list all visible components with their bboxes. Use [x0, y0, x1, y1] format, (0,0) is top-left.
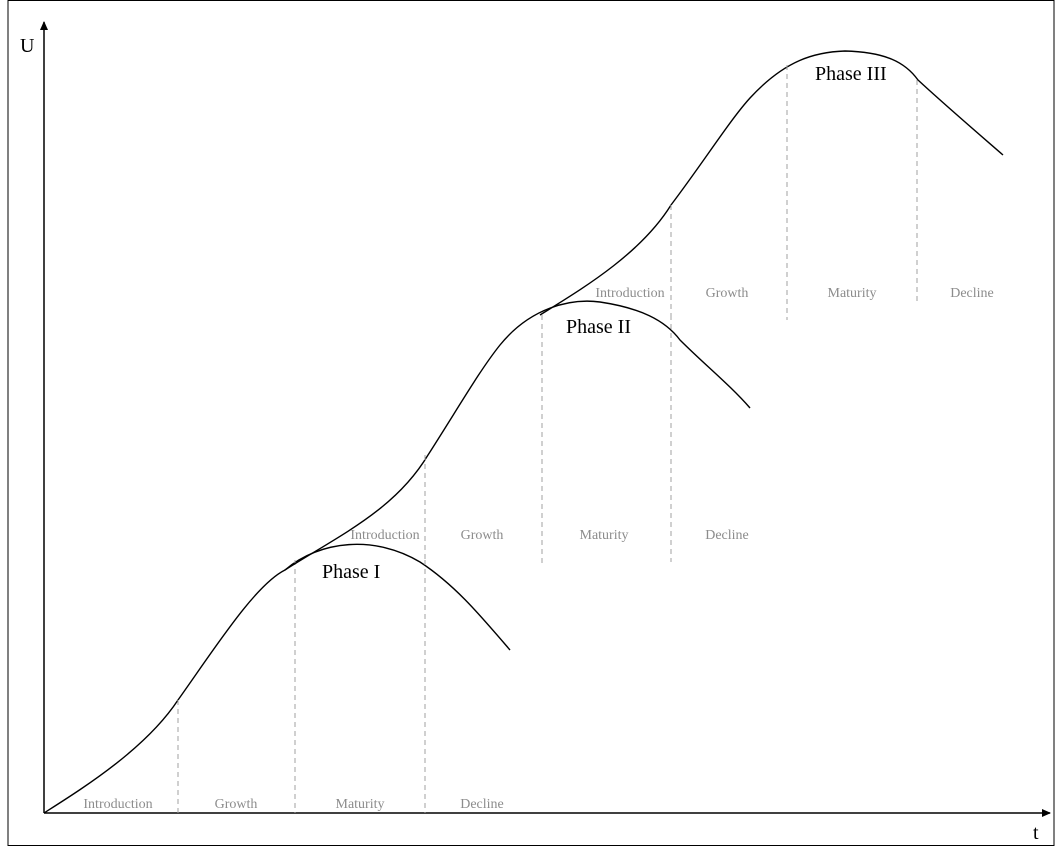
- phase-1-curve: [43, 543, 511, 814]
- y-axis-label: U: [20, 35, 35, 57]
- phase-2-curve: [284, 300, 751, 571]
- phase-3-stage-decline: Decline: [950, 286, 994, 301]
- phase-3-label: Phase III: [815, 63, 887, 85]
- phase-3-stage-growth: Growth: [706, 286, 749, 301]
- phase-1: Introduction Growth Maturity Decline Pha…: [43, 543, 511, 814]
- phase-1-stage-introduction: Introduction: [83, 797, 152, 812]
- phase-3: Introduction Growth Maturity Decline Pha…: [539, 50, 1004, 320]
- x-axis-label: t: [1033, 822, 1039, 844]
- phase-1-stage-growth: Growth: [215, 797, 258, 812]
- phase-2-stage-maturity: Maturity: [580, 528, 629, 543]
- phase-2: Introduction Growth Maturity Decline Pha…: [284, 300, 751, 571]
- phase-2-stage-introduction: Introduction: [350, 528, 419, 543]
- phase-1-stage-maturity: Maturity: [336, 797, 385, 812]
- phase-1-stage-decline: Decline: [460, 797, 504, 812]
- phase-2-stage-decline: Decline: [705, 528, 749, 543]
- phase-2-label: Phase II: [566, 316, 631, 338]
- figure-frame: [7, 0, 1055, 846]
- phase-3-curve: [539, 50, 1004, 316]
- phase-2-stage-growth: Growth: [461, 528, 504, 543]
- phase-3-stage-introduction: Introduction: [595, 286, 664, 301]
- phase-3-stage-maturity: Maturity: [828, 286, 877, 301]
- phase-1-label: Phase I: [322, 561, 380, 583]
